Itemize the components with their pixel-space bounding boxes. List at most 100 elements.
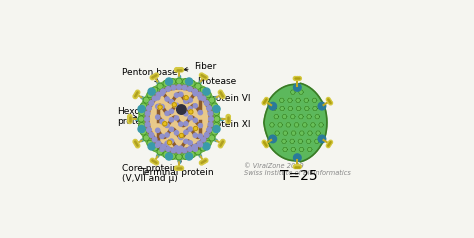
Circle shape bbox=[192, 144, 197, 149]
Circle shape bbox=[157, 149, 163, 155]
Text: Terminal protein: Terminal protein bbox=[140, 158, 213, 177]
Circle shape bbox=[169, 99, 173, 104]
Circle shape bbox=[192, 89, 197, 94]
Circle shape bbox=[136, 144, 140, 148]
Circle shape bbox=[169, 139, 173, 143]
Circle shape bbox=[197, 141, 202, 146]
Circle shape bbox=[139, 109, 145, 115]
Polygon shape bbox=[299, 114, 303, 119]
Circle shape bbox=[295, 165, 299, 169]
Circle shape bbox=[327, 98, 330, 101]
Circle shape bbox=[146, 106, 151, 110]
Circle shape bbox=[166, 147, 171, 151]
Circle shape bbox=[160, 104, 164, 109]
Circle shape bbox=[219, 92, 224, 97]
Circle shape bbox=[264, 144, 268, 148]
Polygon shape bbox=[307, 114, 311, 119]
Polygon shape bbox=[298, 139, 303, 144]
Polygon shape bbox=[302, 123, 307, 127]
Circle shape bbox=[221, 139, 225, 144]
Circle shape bbox=[169, 79, 175, 85]
Circle shape bbox=[147, 140, 153, 146]
Circle shape bbox=[134, 141, 138, 146]
Polygon shape bbox=[278, 123, 283, 127]
Circle shape bbox=[219, 144, 223, 148]
Polygon shape bbox=[280, 106, 285, 111]
Circle shape bbox=[209, 97, 215, 103]
Circle shape bbox=[328, 142, 331, 146]
Polygon shape bbox=[291, 147, 296, 152]
Circle shape bbox=[165, 78, 173, 85]
Circle shape bbox=[128, 114, 132, 119]
Circle shape bbox=[145, 111, 150, 116]
Polygon shape bbox=[283, 147, 288, 152]
Circle shape bbox=[298, 77, 301, 80]
Circle shape bbox=[205, 140, 211, 146]
Polygon shape bbox=[274, 114, 279, 119]
Circle shape bbox=[165, 97, 169, 101]
Circle shape bbox=[155, 128, 160, 133]
Circle shape bbox=[157, 83, 163, 89]
Circle shape bbox=[150, 75, 155, 80]
Circle shape bbox=[200, 161, 204, 165]
Circle shape bbox=[203, 75, 208, 80]
Polygon shape bbox=[269, 123, 274, 127]
Circle shape bbox=[152, 159, 156, 164]
Circle shape bbox=[138, 116, 144, 122]
Circle shape bbox=[193, 118, 197, 122]
Circle shape bbox=[176, 154, 182, 160]
Circle shape bbox=[177, 85, 182, 89]
Circle shape bbox=[156, 141, 161, 146]
Circle shape bbox=[165, 141, 169, 146]
Circle shape bbox=[160, 119, 164, 124]
Circle shape bbox=[128, 119, 132, 124]
Polygon shape bbox=[316, 131, 320, 135]
Polygon shape bbox=[314, 139, 319, 144]
Polygon shape bbox=[291, 90, 295, 94]
Circle shape bbox=[188, 127, 192, 131]
Circle shape bbox=[174, 146, 179, 150]
Circle shape bbox=[179, 166, 183, 170]
Circle shape bbox=[176, 78, 182, 84]
Polygon shape bbox=[290, 139, 295, 144]
Circle shape bbox=[174, 93, 179, 97]
Circle shape bbox=[269, 135, 276, 143]
Circle shape bbox=[213, 123, 219, 129]
Circle shape bbox=[201, 159, 206, 164]
Circle shape bbox=[177, 166, 181, 170]
Circle shape bbox=[145, 122, 150, 127]
Polygon shape bbox=[312, 98, 317, 102]
Circle shape bbox=[198, 124, 202, 128]
Circle shape bbox=[205, 92, 211, 98]
Circle shape bbox=[149, 133, 154, 137]
Circle shape bbox=[152, 137, 157, 142]
Circle shape bbox=[207, 106, 211, 110]
Circle shape bbox=[155, 104, 160, 109]
Text: Protease: Protease bbox=[189, 77, 236, 90]
Circle shape bbox=[165, 153, 173, 160]
Circle shape bbox=[136, 90, 140, 94]
Circle shape bbox=[143, 97, 149, 103]
Circle shape bbox=[177, 68, 181, 72]
Circle shape bbox=[203, 143, 210, 150]
Polygon shape bbox=[282, 114, 287, 119]
Polygon shape bbox=[310, 123, 315, 127]
Polygon shape bbox=[312, 106, 318, 111]
Circle shape bbox=[185, 78, 192, 85]
Circle shape bbox=[147, 92, 153, 98]
Circle shape bbox=[155, 96, 160, 100]
Polygon shape bbox=[308, 131, 312, 135]
Circle shape bbox=[179, 135, 183, 139]
Circle shape bbox=[155, 73, 159, 77]
Circle shape bbox=[179, 122, 183, 126]
Text: T=25: T=25 bbox=[280, 169, 317, 183]
Circle shape bbox=[188, 141, 192, 145]
Circle shape bbox=[184, 99, 188, 103]
Circle shape bbox=[203, 158, 208, 163]
Circle shape bbox=[139, 79, 219, 159]
Circle shape bbox=[200, 73, 204, 77]
Circle shape bbox=[165, 123, 169, 128]
Circle shape bbox=[293, 154, 301, 161]
Circle shape bbox=[193, 126, 198, 131]
Polygon shape bbox=[291, 131, 296, 135]
